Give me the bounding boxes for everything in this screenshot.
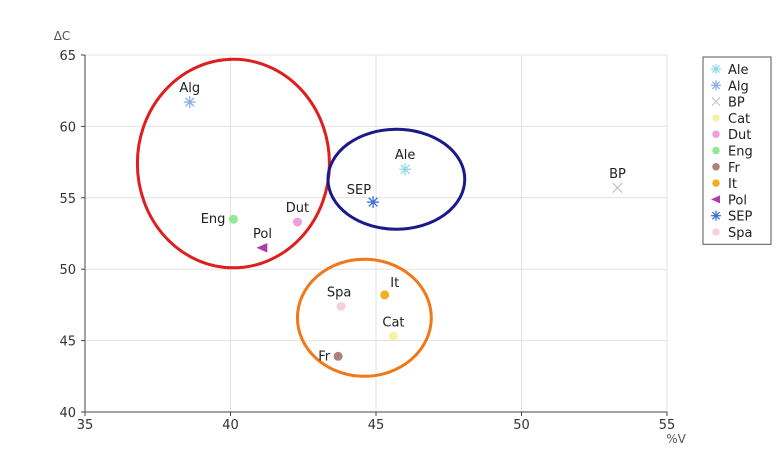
legend-marker — [711, 80, 721, 91]
legend-label: Pol — [728, 193, 747, 208]
grid-lines — [84, 54, 668, 413]
y-tick-label: 60 — [59, 120, 76, 135]
point-label: SEP — [347, 183, 371, 198]
legend-marker — [712, 146, 720, 155]
data-point-it — [380, 290, 390, 300]
legend-marker — [711, 64, 721, 74]
data-point-fr — [333, 351, 343, 361]
legend-item-fr: Fr — [712, 161, 741, 176]
legend-label: Alg — [728, 79, 749, 94]
legend-item-ale: Ale — [711, 63, 749, 78]
y-tick-label: 55 — [59, 192, 76, 207]
legend-marker — [712, 228, 720, 236]
point-label: Fr — [318, 349, 331, 364]
y-tick-labels: 40 45 50 55 60 65 — [59, 49, 85, 421]
y-tick-label: 45 — [59, 335, 76, 350]
point-label: Pol — [253, 227, 272, 242]
legend-item-eng: Eng — [712, 145, 753, 160]
y-tick-label: 40 — [59, 406, 76, 421]
legend-marker — [711, 210, 721, 221]
point-label: Dut — [286, 201, 309, 216]
highlight-ellipse — [326, 127, 467, 231]
data-point-ale — [399, 163, 412, 176]
x-tick-label: 40 — [222, 418, 239, 433]
legend-marker — [712, 163, 720, 171]
data-point-spa — [336, 301, 346, 311]
legend-item-alg: Alg — [711, 79, 749, 94]
legend-item-cat: Cat — [712, 112, 750, 127]
data-point-cat — [388, 331, 398, 341]
legend-label: Dut — [728, 128, 751, 143]
legend-item-pol: Pol — [711, 193, 747, 208]
highlight-ellipse — [135, 57, 331, 270]
x-tick-labels: 35 40 45 50 55 — [77, 412, 676, 433]
legend-label: Eng — [728, 145, 753, 160]
legend-item-spa: Spa — [712, 226, 752, 241]
legend-label: SEP — [728, 210, 752, 225]
data-point-pol — [256, 242, 268, 253]
x-axis-label: %V — [666, 432, 686, 446]
x-tick-label: 35 — [77, 418, 94, 433]
y-tick-label: 65 — [59, 49, 76, 64]
x-tick-label: 50 — [513, 418, 530, 433]
legend-item-it: It — [712, 177, 737, 192]
point-label: BP — [609, 167, 626, 182]
point-label: Alg — [179, 81, 200, 96]
point-label: Cat — [382, 315, 404, 330]
y-axis-label: ΔC — [54, 29, 71, 43]
legend-item-bp: BP — [711, 96, 745, 111]
legend-marker — [712, 130, 720, 138]
x-tick-label: 45 — [368, 418, 385, 433]
x-tick-label: 55 — [659, 418, 676, 433]
data-points: Ale Alg BP Cat Dut Eng Fr It Pol SEP Spa — [179, 81, 626, 364]
legend-marker — [712, 114, 720, 122]
y-tick-label: 50 — [59, 263, 76, 278]
legend-label: Fr — [728, 161, 741, 176]
legend-label: Spa — [728, 226, 752, 241]
data-point-alg — [183, 96, 196, 109]
legend-marker — [711, 195, 720, 204]
legend-marker — [711, 97, 721, 107]
highlight-ellipse — [295, 257, 433, 378]
legend-label: It — [728, 177, 737, 192]
data-point-bp — [612, 182, 623, 194]
legend-label: Cat — [728, 112, 750, 127]
data-point-dut — [292, 217, 302, 227]
data-point-eng — [228, 214, 238, 224]
data-point-sep — [367, 196, 380, 209]
legend-item-sep: SEP — [711, 210, 752, 225]
point-label: It — [390, 276, 399, 291]
legend-marker — [712, 179, 720, 187]
legend-label: Ale — [728, 63, 749, 78]
point-label: Ale — [395, 148, 416, 163]
point-label: Eng — [201, 212, 226, 227]
legend-item-dut: Dut — [712, 128, 751, 143]
legend-label: BP — [728, 96, 745, 111]
highlight-ellipses — [135, 57, 467, 378]
point-label: Spa — [327, 285, 351, 300]
